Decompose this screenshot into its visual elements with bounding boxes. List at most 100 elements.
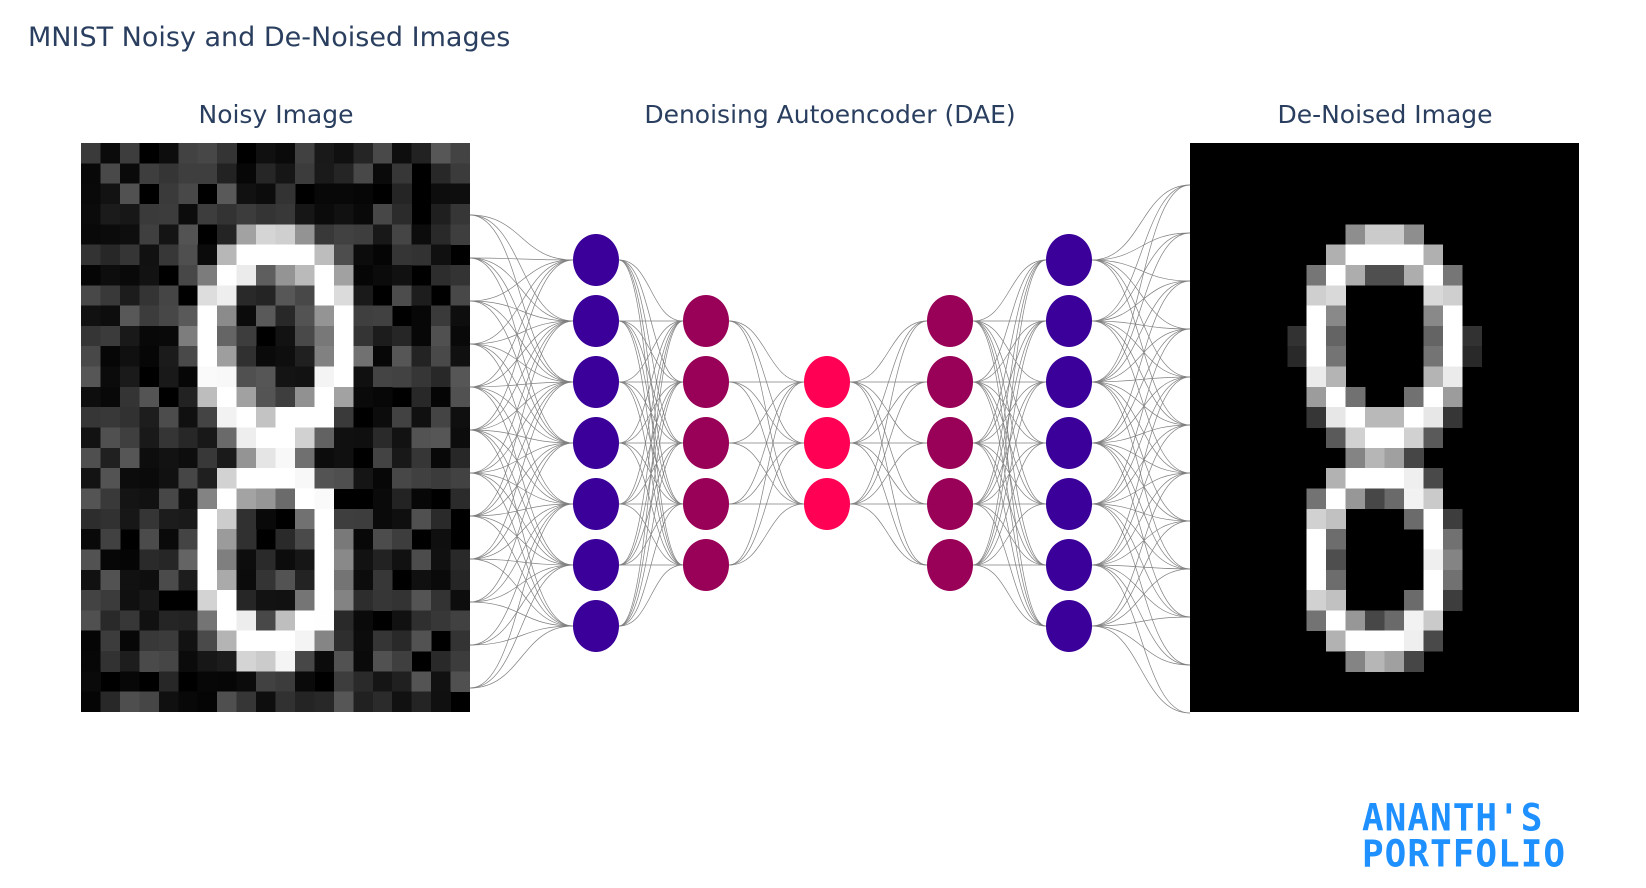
image-pixel	[295, 529, 315, 550]
image-pixel	[451, 184, 470, 205]
image-pixel	[178, 610, 198, 631]
image-pixel	[198, 468, 218, 489]
image-pixel	[373, 549, 393, 570]
image-pixel	[276, 326, 296, 347]
network-edge	[470, 430, 573, 565]
image-pixel	[256, 204, 276, 225]
image-pixel	[178, 346, 198, 367]
image-pixel	[276, 387, 296, 408]
image-pixel	[1346, 245, 1366, 266]
image-pixel	[1307, 285, 1327, 306]
image-pixel	[295, 590, 315, 611]
image-pixel	[412, 549, 432, 570]
network-node	[573, 478, 619, 530]
network-node	[683, 295, 729, 347]
image-pixel	[392, 326, 412, 347]
network-node	[573, 600, 619, 652]
image-pixel	[373, 448, 393, 469]
image-pixel	[392, 671, 412, 692]
image-pixel	[353, 326, 373, 347]
network-edge	[1092, 617, 1190, 626]
image-pixel	[120, 346, 140, 367]
image-pixel	[198, 509, 218, 530]
image-pixel	[431, 306, 451, 327]
image-pixel	[120, 509, 140, 530]
network-edge	[470, 443, 573, 473]
image-pixel	[1423, 428, 1443, 449]
image-pixel	[1326, 570, 1346, 591]
image-pixel	[431, 509, 451, 530]
image-pixel	[198, 570, 218, 591]
image-pixel	[373, 306, 393, 327]
image-pixel	[100, 367, 120, 388]
image-pixel	[334, 245, 354, 266]
image-pixel	[100, 570, 120, 591]
network-node	[804, 356, 850, 408]
image-pixel	[198, 610, 218, 631]
network-node	[683, 356, 729, 408]
image-pixel	[314, 326, 334, 347]
image-pixel	[334, 367, 354, 388]
image-pixel	[373, 407, 393, 428]
image-pixel	[178, 651, 198, 672]
image-pixel	[159, 285, 179, 306]
image-pixel	[373, 468, 393, 489]
image-pixel	[217, 204, 237, 225]
image-pixel	[120, 448, 140, 469]
image-pixel	[100, 692, 120, 712]
image-pixel	[237, 468, 257, 489]
image-pixel	[237, 367, 257, 388]
image-pixel	[353, 184, 373, 205]
image-pixel	[198, 346, 218, 367]
image-pixel	[217, 631, 237, 652]
image-pixel	[100, 610, 120, 631]
image-pixel	[81, 265, 101, 286]
image-pixel	[139, 326, 159, 347]
image-pixel	[1326, 367, 1346, 388]
image-pixel	[451, 163, 470, 184]
image-pixel	[1307, 509, 1327, 530]
image-pixel	[1423, 387, 1443, 408]
image-pixel	[1404, 590, 1424, 611]
image-pixel	[1423, 367, 1443, 388]
image-pixel	[237, 631, 257, 652]
image-pixel	[217, 143, 237, 164]
image-pixel	[1443, 346, 1463, 367]
image-pixel	[159, 671, 179, 692]
network-edge	[470, 473, 573, 504]
image-pixel	[295, 549, 315, 570]
image-pixel	[295, 265, 315, 286]
image-pixel	[100, 184, 120, 205]
image-pixel	[1346, 387, 1366, 408]
image-pixel	[373, 346, 393, 367]
image-pixel	[295, 346, 315, 367]
image-pixel	[256, 428, 276, 449]
image-pixel	[373, 488, 393, 509]
image-pixel	[314, 631, 334, 652]
image-pixel	[451, 448, 470, 469]
image-pixel	[81, 224, 101, 245]
image-pixel	[412, 631, 432, 652]
image-pixel	[178, 428, 198, 449]
image-pixel	[451, 407, 470, 428]
image-pixel	[392, 285, 412, 306]
image-pixel	[159, 428, 179, 449]
image-pixel	[1365, 407, 1385, 428]
image-pixel	[276, 245, 296, 266]
image-pixel	[139, 407, 159, 428]
image-pixel	[178, 204, 198, 225]
image-pixel	[412, 387, 432, 408]
image-pixel	[256, 509, 276, 530]
image-pixel	[314, 367, 334, 388]
image-pixel	[120, 549, 140, 570]
network-edge	[850, 504, 927, 565]
image-pixel	[159, 692, 179, 712]
image-pixel	[295, 326, 315, 347]
image-pixel	[353, 224, 373, 245]
image-pixel	[139, 610, 159, 631]
image-pixel	[159, 468, 179, 489]
image-pixel	[81, 428, 101, 449]
image-pixel	[1346, 224, 1366, 245]
image-pixel	[139, 285, 159, 306]
image-pixel	[81, 488, 101, 509]
